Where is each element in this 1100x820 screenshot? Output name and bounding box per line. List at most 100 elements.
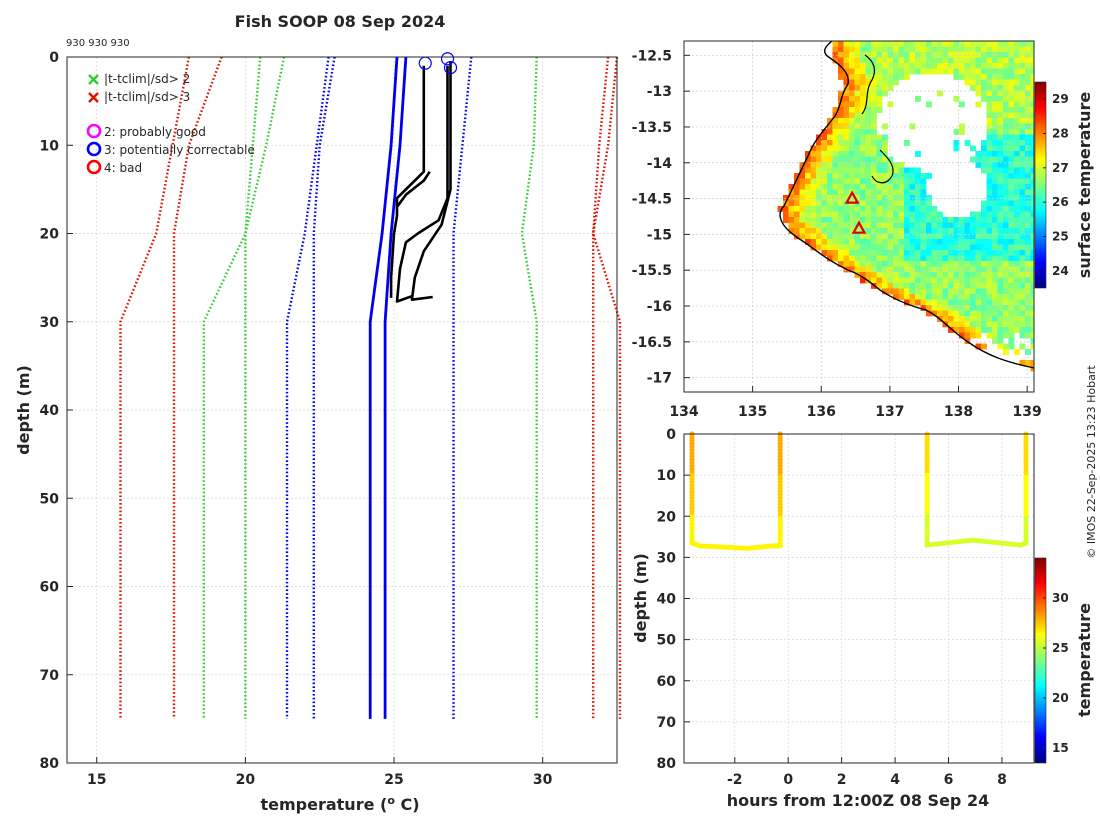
sst-pixel [1025,211,1031,218]
sst-pixel [904,294,910,300]
sst-pixel [843,101,850,108]
sst-pixel [942,272,949,278]
sst-pixel [865,151,872,157]
sst-pixel [970,255,976,262]
sst-pixel [1008,156,1015,163]
sst-pixel [981,305,987,311]
sst-pixel [821,167,828,174]
sst-pixel [1008,184,1015,190]
sst-pixel [937,46,943,53]
sst-colorbar-tick-label: 28 [1052,127,1069,141]
sst-pixel [986,145,993,152]
sst-pixel [986,151,993,157]
sst-pixel [838,189,844,196]
sst-pixel [1025,294,1031,300]
sst-pixel [810,228,817,234]
sst-pixel [904,140,910,146]
sst-pixel [992,68,998,75]
sst-pixel [843,162,850,168]
sst-pixel [865,145,872,152]
sst-pixel [1003,173,1009,179]
sst-pixel [992,321,998,328]
sst-pixel [871,101,877,108]
sst-pixel [1030,365,1034,372]
sst-pixel [997,200,1004,207]
time-depth-y-tick-label: 20 [657,509,677,525]
sst-pixel [915,195,921,201]
sst-pixel [799,228,806,234]
sst-pixel [964,310,971,317]
sst-pixel [997,255,1004,262]
sst-pixel [1003,156,1009,163]
sst-pixel [871,211,877,218]
sst-pixel [794,178,800,185]
time-depth-x-tick-label: -2 [727,772,743,788]
sst-pixel [865,244,872,251]
sst-pixel [1025,261,1031,267]
sst-pixel [1008,107,1015,113]
sst-pixel [931,239,938,245]
sst-pixel [799,189,806,196]
sst-pixel [1008,195,1015,201]
profile-y-tick-label: 10 [40,138,60,154]
sst-pixel [882,228,888,234]
sst-pixel [832,200,839,207]
sst-pixel [1019,46,1026,53]
sst-pixel [865,57,872,64]
sst-pixel [843,107,850,113]
sst-pixel [970,283,976,289]
sst-pixel [1019,206,1026,212]
sst-pixel [1014,140,1020,146]
sst-pixel [1014,184,1020,190]
sst-pixel [1008,255,1015,262]
sst-pixel [981,272,987,278]
sst-pixel [1014,85,1020,91]
sst-pixel [799,162,806,168]
profile-y-tick-label: 30 [40,315,60,331]
sst-pixel [843,112,850,119]
sst-pixel [975,288,982,295]
sst-pixel [992,52,998,58]
sst-pixel [915,52,921,58]
profile-y-label: depth (m) [14,365,33,455]
sst-pixel [805,200,811,207]
sst-pixel [997,338,1004,344]
sst-pixel [975,74,982,80]
sst-pixel [805,206,811,212]
sst-pixel [1003,217,1009,223]
sst-pixel [920,68,927,75]
sst-pixel [1008,206,1015,212]
sst-pixel [1019,332,1026,339]
sst-pixel [871,195,877,201]
sst-pixel [1030,129,1034,135]
sst-pixel [920,217,927,223]
sst-pixel [810,217,817,223]
sst-pixel [860,200,866,207]
sst-pixel [821,173,828,179]
sst-pixel [843,96,850,102]
sst-pixel [975,156,982,163]
sst-pixel [827,206,833,212]
sst-pixel [1008,46,1015,53]
sst-pixel [992,167,998,174]
sst-pixel [1008,85,1015,91]
sst-pixel [1014,211,1020,218]
sst-pixel [986,217,993,223]
sst-pixel [997,173,1004,179]
sst-pixel [920,299,927,306]
sst-pixel [832,195,839,201]
sst-pixel [1003,239,1009,245]
sst-pixel [992,261,998,267]
sst-pixel [959,294,965,300]
sst-pixel [898,272,905,278]
sst-pixel [997,321,1004,328]
sst-pixel [832,41,839,47]
sst-pixel [860,134,866,141]
sst-pixel [948,272,954,278]
sst-pixel [953,299,960,306]
sst-pixel [953,68,960,75]
sst-pixel [909,200,916,207]
sst-pixel [1003,90,1009,97]
sst-pixel [1008,173,1015,179]
sst-pixel [1030,162,1034,168]
